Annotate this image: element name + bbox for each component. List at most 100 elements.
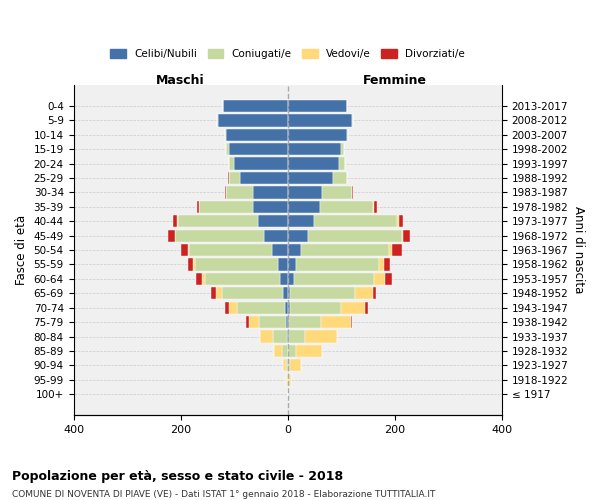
Bar <box>229 172 239 184</box>
Bar <box>273 330 287 342</box>
Bar <box>229 302 237 314</box>
Bar <box>290 287 355 300</box>
Bar <box>286 374 287 386</box>
Bar <box>286 359 287 372</box>
Bar <box>338 158 345 170</box>
Bar <box>280 273 287 285</box>
Bar <box>403 230 410 242</box>
Bar <box>168 230 175 242</box>
Bar <box>188 244 272 256</box>
Bar <box>226 128 287 141</box>
Bar <box>248 316 259 328</box>
Bar <box>290 359 301 372</box>
Y-axis label: Anni di nascita: Anni di nascita <box>572 206 585 294</box>
Bar <box>392 244 402 256</box>
Bar <box>289 330 305 342</box>
Bar <box>234 158 287 170</box>
Bar <box>287 200 320 213</box>
Bar <box>202 273 205 285</box>
Bar <box>225 128 226 141</box>
Bar <box>253 186 287 198</box>
Bar <box>287 244 301 256</box>
Bar <box>379 258 384 270</box>
Bar <box>384 258 391 270</box>
Bar <box>289 374 292 386</box>
Bar <box>287 316 289 328</box>
Bar <box>287 158 338 170</box>
Bar <box>365 302 368 314</box>
Text: Popolazione per età, sesso e stato civile - 2018: Popolazione per età, sesso e stato civil… <box>12 470 343 483</box>
Bar <box>294 273 374 285</box>
Bar <box>237 302 285 314</box>
Bar <box>285 302 287 314</box>
Bar <box>341 302 365 314</box>
Bar <box>283 287 287 300</box>
Bar <box>278 258 287 270</box>
Bar <box>253 200 287 213</box>
Text: COMUNE DI NOVENTA DI PIAVE (VE) - Dati ISTAT 1° gennaio 2018 - Elaborazione TUTT: COMUNE DI NOVENTA DI PIAVE (VE) - Dati I… <box>12 490 436 499</box>
Bar <box>320 200 373 213</box>
Bar <box>263 230 287 242</box>
Bar <box>286 316 287 328</box>
Bar <box>274 345 283 357</box>
Bar <box>217 114 218 126</box>
Bar <box>287 186 322 198</box>
Bar <box>305 330 337 342</box>
Bar <box>211 287 217 300</box>
Bar <box>239 172 287 184</box>
Bar <box>218 114 287 126</box>
Bar <box>224 302 229 314</box>
Bar <box>287 345 296 357</box>
Bar <box>322 186 352 198</box>
Bar <box>301 244 389 256</box>
Bar <box>226 186 253 198</box>
Bar <box>355 287 373 300</box>
Bar <box>175 230 263 242</box>
Bar <box>193 258 195 270</box>
Bar <box>178 215 258 228</box>
Bar <box>287 302 290 314</box>
Bar <box>287 330 289 342</box>
Bar <box>223 100 287 112</box>
Bar <box>246 316 248 328</box>
Bar <box>287 230 308 242</box>
Bar <box>385 273 392 285</box>
Bar <box>173 215 178 228</box>
Bar <box>287 114 352 126</box>
Bar <box>287 273 294 285</box>
Bar <box>373 287 376 300</box>
Bar <box>287 374 289 386</box>
Bar <box>341 143 344 156</box>
Bar <box>205 273 280 285</box>
Text: Maschi: Maschi <box>156 74 205 88</box>
Bar <box>352 186 353 198</box>
Bar <box>296 345 322 357</box>
Bar <box>229 143 287 156</box>
Bar <box>195 258 278 270</box>
Bar <box>199 200 253 213</box>
Bar <box>197 200 199 213</box>
Bar <box>196 273 202 285</box>
Bar <box>217 287 222 300</box>
Bar <box>287 128 347 141</box>
Bar <box>296 258 379 270</box>
Bar <box>229 158 234 170</box>
Bar <box>333 172 347 184</box>
Bar <box>287 359 290 372</box>
Bar <box>222 287 283 300</box>
Bar <box>181 244 188 256</box>
Bar <box>287 215 314 228</box>
Text: Femmine: Femmine <box>363 74 427 88</box>
Bar <box>287 287 290 300</box>
Legend: Celibi/Nubili, Coniugati/e, Vedovi/e, Divorziati/e: Celibi/Nubili, Coniugati/e, Vedovi/e, Di… <box>109 47 467 62</box>
Bar <box>259 316 286 328</box>
Bar <box>258 215 287 228</box>
Bar <box>290 302 341 314</box>
Bar <box>226 143 229 156</box>
Bar <box>225 186 226 198</box>
Bar <box>398 215 403 228</box>
Bar <box>352 114 353 126</box>
Bar <box>260 330 273 342</box>
Bar <box>287 143 341 156</box>
Bar <box>374 200 377 213</box>
